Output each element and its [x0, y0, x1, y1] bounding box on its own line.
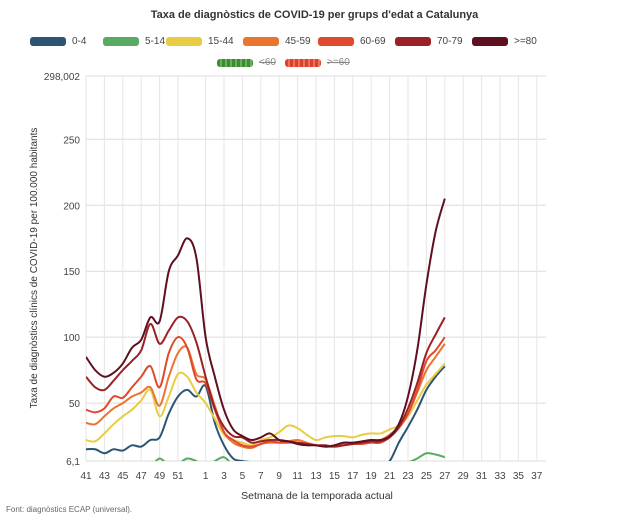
legend-label: 5-14 — [145, 36, 166, 47]
legend-label: >=80 — [514, 36, 537, 47]
x-axis-label: Setmana de la temporada actual — [241, 490, 393, 502]
legend-item[interactable]: 45-59 — [243, 36, 311, 47]
x-tick-label: 15 — [329, 471, 341, 482]
x-tick-label: 31 — [476, 471, 488, 482]
legend-item[interactable]: 70-79 — [395, 36, 463, 47]
x-tick-label: 51 — [172, 471, 184, 482]
legend-label: 0-4 — [72, 36, 87, 47]
x-tick-label: 41 — [80, 471, 92, 482]
legend-swatch — [30, 37, 66, 46]
x-tick-label: 29 — [458, 471, 470, 482]
legend-item[interactable]: >=60 — [285, 57, 350, 68]
series-lines — [86, 198, 446, 466]
legend-swatch — [217, 58, 253, 67]
x-tick-label: 37 — [531, 471, 543, 482]
x-tick-label: 7 — [258, 471, 264, 482]
legend-swatch — [103, 37, 139, 46]
x-tick-label: 13 — [310, 471, 322, 482]
series-line-70-79[interactable] — [86, 315, 446, 448]
source-footnote: Font: diagnòstics ECAP (universal). — [6, 505, 133, 514]
legend-item[interactable]: >=80 — [472, 36, 537, 47]
chart-title: Taxa de diagnòstics de COVID-19 per grup… — [150, 9, 479, 21]
legend-item[interactable]: 15-44 — [166, 36, 234, 47]
y-axis-label: Taxa de diagnòstics clínics de COVID-19 … — [29, 128, 40, 409]
x-tick-label: 33 — [494, 471, 506, 482]
x-tick-label: 17 — [347, 471, 359, 482]
x-tick-label: 43 — [99, 471, 111, 482]
y-tick-label: 150 — [63, 267, 80, 278]
legend-label: >=60 — [327, 57, 350, 68]
y-tick-label: 298,002 — [44, 72, 81, 83]
legend-swatch — [243, 37, 279, 46]
series-line-15-44[interactable] — [86, 362, 446, 447]
y-tick-label: 100 — [63, 333, 80, 344]
legend-item[interactable]: <60 — [217, 57, 276, 68]
x-tick-label: 11 — [292, 471, 303, 482]
legend-swatch — [472, 37, 508, 46]
legend-swatch — [395, 37, 431, 46]
x-tick-label: 5 — [240, 471, 246, 482]
legend-label: 45-59 — [285, 36, 311, 47]
x-tick-label: 1 — [203, 471, 209, 482]
x-tick-label: 23 — [402, 471, 414, 482]
y-tick-label: 50 — [69, 399, 81, 410]
x-tick-label: 9 — [276, 471, 282, 482]
x-tick-label: 21 — [384, 471, 396, 482]
legend-item[interactable]: 5-14 — [103, 36, 165, 47]
legend-label: 70-79 — [437, 36, 463, 47]
legend-swatch — [166, 37, 202, 46]
series-line-45-59[interactable] — [86, 343, 446, 450]
x-tick-label: 27 — [439, 471, 451, 482]
legend-label: 60-69 — [360, 36, 386, 47]
x-tick-label: 3 — [221, 471, 227, 482]
legend-item[interactable]: 0-4 — [30, 36, 86, 47]
y-axis-ticks: 6,1 50 100 150 200 250 298,002 — [44, 72, 81, 468]
y-tick-label: 250 — [63, 135, 80, 146]
series-line-80[interactable] — [86, 198, 446, 448]
x-tick-label: 35 — [513, 471, 525, 482]
legend: 0-4 5-14 15-44 45-59 60-69 70-79 >=80 <60 >=60 — [0, 34, 629, 74]
legend-label: <60 — [259, 57, 276, 68]
x-axis-ticks: 41 43 45 47 49 51 1 3 5 7 9 11 13 15 17 19 21 23 25 27 29 31 3… — [80, 471, 542, 482]
y-tick-label: 200 — [63, 201, 80, 212]
legend-swatch — [318, 37, 354, 46]
x-tick-label: 47 — [136, 471, 148, 482]
x-tick-label: 19 — [366, 471, 378, 482]
x-tick-label: 45 — [117, 471, 129, 482]
grid — [85, 75, 546, 462]
legend-swatch — [285, 58, 321, 67]
x-tick-label: 49 — [154, 471, 166, 482]
legend-item[interactable]: 60-69 — [318, 36, 386, 47]
x-tick-label: 25 — [421, 471, 433, 482]
series-line-0-4[interactable] — [86, 365, 446, 466]
y-tick-label: 6,1 — [66, 457, 80, 468]
legend-label: 15-44 — [208, 36, 234, 47]
